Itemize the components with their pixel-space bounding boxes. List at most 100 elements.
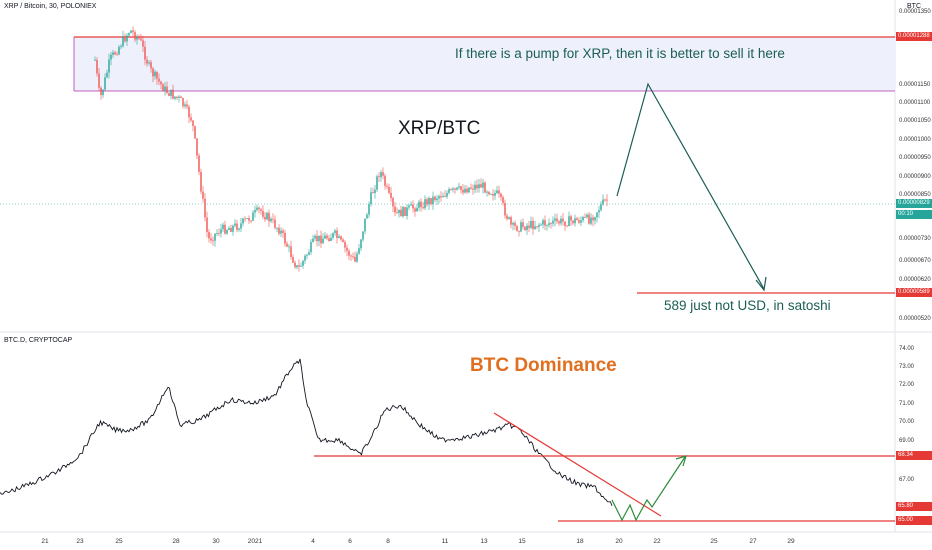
candle-body [538, 224, 540, 227]
candle-body [326, 235, 328, 239]
candle-body [310, 242, 312, 253]
candle-body [470, 187, 472, 189]
candle-body [412, 204, 414, 209]
candle-body [300, 265, 302, 267]
candle-body [424, 199, 426, 209]
candle-body [358, 248, 360, 254]
candle-body [246, 218, 248, 219]
candle-body [418, 201, 420, 208]
candle-body [150, 62, 152, 69]
candle-body [122, 36, 124, 47]
candle-body [382, 172, 384, 176]
candle-body [218, 233, 220, 234]
candle-body [344, 241, 346, 248]
time-tick: 11 [441, 538, 449, 545]
dominance-high-tag[interactable]: 68.34 [896, 451, 932, 460]
support-price-tag[interactable]: 0.00000589 [896, 288, 932, 297]
candle-body [390, 192, 392, 199]
candle-body [248, 218, 250, 221]
candle-body [360, 239, 362, 249]
candle-body [544, 220, 546, 226]
candle-body [528, 225, 530, 228]
candle-body [286, 243, 288, 247]
candle-body [478, 184, 480, 189]
candle-body [444, 196, 446, 197]
candle-body [416, 207, 418, 212]
bottom-symbol-label[interactable]: BTC.D, CRYPTOCAP [4, 337, 73, 344]
candle-body [504, 202, 506, 216]
candle-body [226, 230, 228, 234]
candle-body [584, 217, 586, 218]
candle-body [556, 218, 558, 222]
candle-body [448, 189, 450, 193]
candle-body [260, 209, 262, 211]
candle-body [460, 186, 462, 190]
candle-body [380, 172, 382, 178]
candle-body [322, 238, 324, 244]
candle-body [222, 224, 224, 230]
candle-body [578, 220, 580, 223]
candle-body [456, 187, 458, 190]
candle-body [466, 188, 468, 193]
candle-body [492, 194, 494, 196]
candle-body [458, 186, 460, 188]
candle-body [472, 188, 474, 190]
candle-body [366, 214, 368, 219]
candle-body [352, 256, 354, 258]
candle-body [354, 256, 356, 262]
candle-body [298, 265, 300, 267]
candle-body [136, 36, 138, 40]
top-symbol-label[interactable]: XRP / Bitcoin, 30, POLONIEX [4, 3, 97, 10]
candle-body [312, 238, 314, 243]
candle-body [554, 218, 556, 221]
candle-body [190, 117, 192, 121]
candle-body [588, 214, 590, 224]
candle-body [522, 222, 524, 227]
dominance-downtrend-line[interactable] [493, 412, 662, 517]
candle-body [524, 226, 526, 231]
candle-body [170, 89, 172, 96]
candle-body [140, 38, 142, 41]
candle-body [116, 54, 118, 56]
dominance-projection-zigzag[interactable] [611, 456, 686, 522]
candle-body [476, 184, 478, 189]
candle-body [146, 59, 148, 64]
price-tick: 0.00000730 [899, 236, 931, 242]
countdown-tag: 00:10 [896, 210, 932, 219]
candle-body [496, 190, 498, 194]
price-tick: 0.00001050 [899, 118, 931, 124]
price-tick: 0.00000900 [899, 174, 931, 180]
candle-body [108, 59, 110, 73]
candle-body [560, 218, 562, 224]
candle-body [494, 193, 496, 196]
candle-body [284, 232, 286, 244]
candle-body [118, 46, 120, 55]
price-tick: 0.00000950 [899, 155, 931, 161]
candle-body [386, 185, 388, 187]
resistance-price-tag[interactable]: 0.00001288 [896, 32, 932, 41]
dominance-low-tag[interactable]: 65.00 [896, 516, 932, 525]
candle-body [330, 237, 332, 241]
candle-body [182, 98, 184, 107]
candle-body [350, 255, 352, 257]
dominance-current-tag[interactable]: 65.80 [896, 502, 932, 511]
candle-body [102, 89, 104, 96]
candle-body [594, 217, 596, 221]
sell-zone-rectangle[interactable] [74, 37, 895, 91]
candle-body [378, 176, 380, 178]
candle-body [98, 73, 100, 88]
projection-arrow[interactable] [616, 82, 765, 290]
sell-zone-note: If there is a pump for XRP, then it is b… [455, 46, 785, 61]
candle-body [208, 232, 210, 239]
candle-body [104, 77, 106, 90]
candle-body [514, 222, 516, 227]
candle-body [112, 52, 114, 55]
candle-body [100, 87, 102, 96]
candle-body [168, 92, 170, 96]
current-price-tag[interactable]: 0.00000829 [896, 199, 932, 208]
candle-body [520, 222, 522, 232]
candle-body [606, 199, 608, 201]
candle-body [340, 236, 342, 240]
candle-body [202, 191, 204, 199]
